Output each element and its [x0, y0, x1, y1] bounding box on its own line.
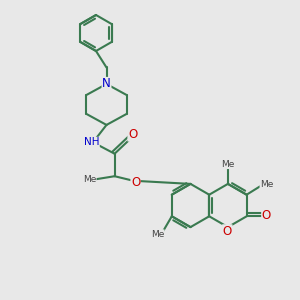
- Text: NH: NH: [84, 137, 99, 147]
- Text: Me: Me: [151, 230, 164, 239]
- Text: O: O: [128, 128, 137, 141]
- Text: Me: Me: [83, 175, 96, 184]
- Text: Me: Me: [221, 160, 235, 169]
- Text: O: O: [223, 225, 232, 238]
- Text: O: O: [262, 209, 271, 222]
- Text: N: N: [102, 77, 111, 91]
- Text: Me: Me: [260, 180, 273, 189]
- Text: O: O: [131, 176, 140, 189]
